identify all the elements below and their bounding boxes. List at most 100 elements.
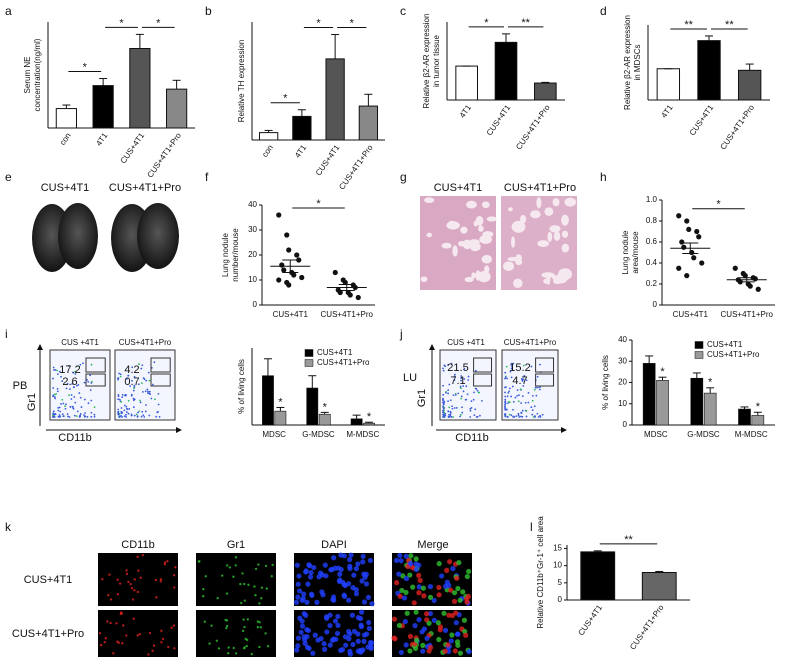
- x-tick-label: G-MDSC: [687, 430, 720, 439]
- event: [129, 385, 132, 387]
- event: [117, 411, 120, 414]
- cell: [363, 571, 369, 577]
- cell: [451, 590, 458, 596]
- significance-label: *: [660, 366, 665, 378]
- cell: [347, 557, 353, 563]
- cell: [455, 642, 461, 648]
- event: [476, 415, 479, 418]
- cell: [345, 628, 352, 635]
- x-tick-label: M-MDSC: [346, 430, 379, 439]
- y-tick-label: 10: [248, 275, 257, 284]
- cell: [427, 644, 434, 651]
- point: [276, 277, 282, 283]
- cell: [116, 593, 120, 596]
- cell: [335, 622, 341, 628]
- panel-letter: e: [5, 170, 12, 184]
- cell: [349, 612, 356, 618]
- point: [742, 273, 748, 279]
- cell: [331, 555, 337, 561]
- bar: [92, 85, 114, 129]
- event: [144, 390, 147, 393]
- cell: [250, 652, 253, 656]
- cell: [308, 591, 315, 597]
- alveolus: [541, 272, 555, 278]
- cell: [312, 632, 318, 638]
- event: [447, 410, 450, 413]
- event: [59, 410, 62, 413]
- event: [121, 411, 124, 414]
- cell: [403, 589, 409, 596]
- alveolus: [508, 207, 513, 212]
- event: [54, 413, 57, 416]
- bar: [751, 415, 765, 426]
- event: [142, 390, 144, 393]
- event: [144, 410, 147, 413]
- event: [443, 400, 446, 403]
- event: [77, 365, 79, 367]
- event: [60, 403, 62, 405]
- cell: [161, 637, 165, 641]
- bar: [642, 363, 656, 426]
- event: [117, 395, 120, 397]
- event: [509, 370, 512, 373]
- event: [520, 411, 523, 414]
- cell: [453, 610, 459, 616]
- panel-letter: f: [205, 170, 209, 184]
- alveolus: [478, 225, 484, 232]
- cell: [364, 631, 370, 637]
- event: [74, 401, 77, 404]
- event: [461, 406, 463, 409]
- panel-letter: h: [600, 170, 607, 184]
- cell: [136, 634, 139, 637]
- cell: [125, 634, 128, 637]
- cell: [130, 586, 134, 590]
- gate: [150, 357, 171, 373]
- point: [286, 247, 292, 253]
- event: [461, 411, 464, 414]
- cell: [241, 629, 245, 633]
- event: [521, 395, 524, 398]
- alveolus: [486, 216, 497, 222]
- y-tick-label: 30: [618, 356, 627, 365]
- event: [64, 407, 67, 410]
- image-label: CUS+4T1+Pro: [109, 182, 181, 194]
- cell: [242, 618, 245, 621]
- cell: [391, 616, 398, 622]
- x-tick-label: CUS+4T1+Pro: [721, 310, 774, 319]
- cell: [416, 584, 422, 590]
- event: [470, 400, 473, 402]
- cell: [160, 629, 163, 633]
- event: [532, 416, 535, 418]
- event: [53, 393, 56, 396]
- event: [475, 388, 478, 390]
- event: [93, 415, 96, 418]
- cell: [217, 647, 221, 650]
- cell: [243, 599, 246, 602]
- axis-marker: Gr1: [416, 389, 428, 407]
- event: [73, 396, 76, 398]
- cell: [301, 610, 307, 617]
- y-tick-label: 0.2: [646, 279, 658, 288]
- cell: [424, 611, 430, 617]
- bar: [55, 108, 77, 129]
- event: [117, 412, 120, 415]
- event: [517, 414, 520, 417]
- event: [531, 399, 534, 402]
- cell: [451, 598, 458, 605]
- cell: [366, 625, 372, 632]
- event: [527, 401, 530, 404]
- cell: [125, 572, 129, 576]
- event: [82, 362, 84, 365]
- event: [83, 414, 85, 416]
- y-axis-label: in tumor tissue: [432, 34, 441, 87]
- cell: [232, 575, 235, 578]
- alveolus: [561, 243, 570, 253]
- y-axis-label: Relative β2-AR expression: [623, 15, 632, 110]
- cell: [408, 553, 414, 559]
- point: [686, 226, 692, 232]
- event: [514, 396, 517, 399]
- event: [505, 365, 508, 368]
- cell: [152, 644, 156, 647]
- event: [504, 391, 506, 394]
- event: [69, 406, 72, 408]
